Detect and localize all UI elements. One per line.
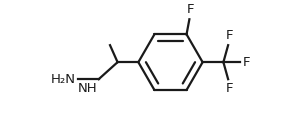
Text: F: F — [242, 56, 250, 69]
Text: F: F — [187, 3, 194, 16]
Text: F: F — [225, 29, 233, 42]
Text: F: F — [225, 82, 233, 95]
Text: NH: NH — [78, 82, 98, 95]
Text: H₂N: H₂N — [51, 73, 76, 86]
